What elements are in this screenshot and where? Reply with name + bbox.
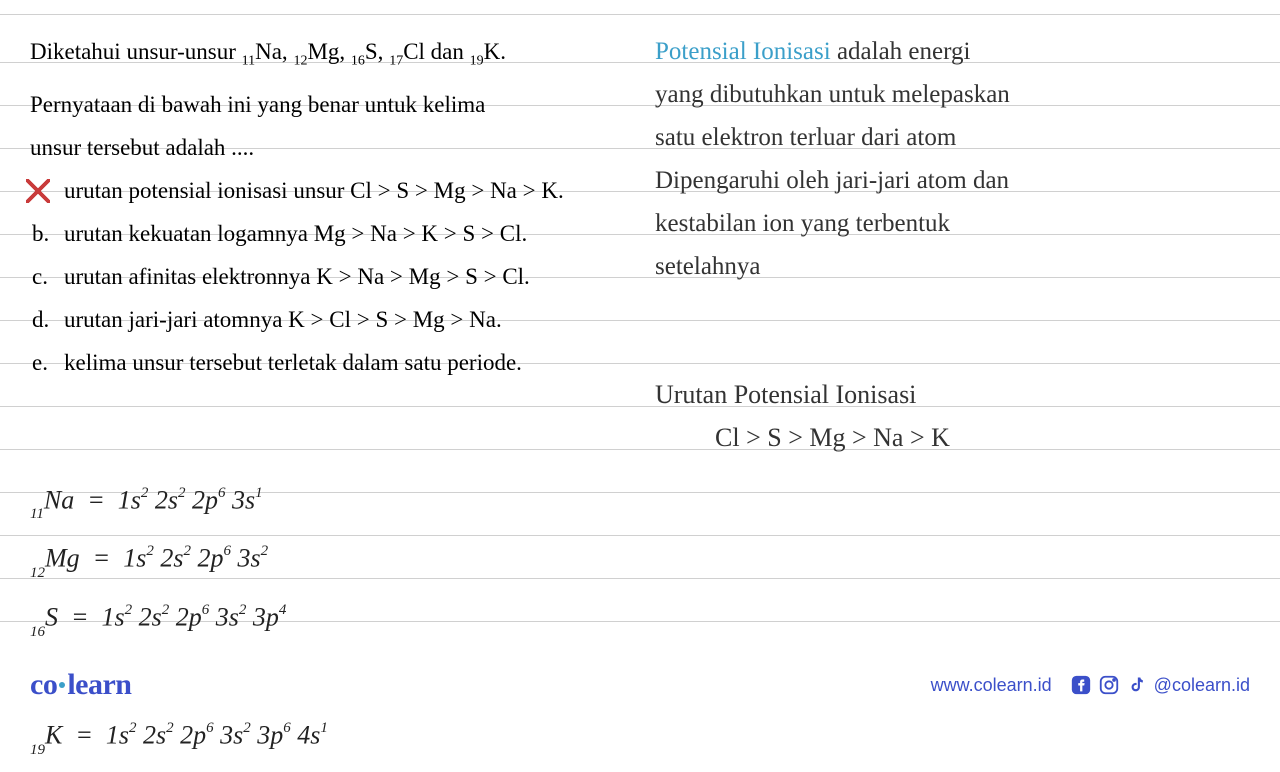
expl-line-3: satu elektron terluar dari atom [655,116,1250,159]
question-intro: Diketahui unsur-unsur 11Na, 12Mg, 16S, 1… [30,30,625,83]
option-label: b. [30,212,64,255]
logo-learn: learn [67,668,131,701]
footer: colearn www.colearn.id @colearn.id [0,650,1280,720]
expl-line-1: Potensial Ionisasi adalah energi [655,30,1250,73]
colearn-logo: colearn [30,668,131,702]
option-text: urutan jari-jari atomnya K > Cl > S > Mg… [64,298,502,341]
option-text: kelima unsur tersebut terletak dalam sat… [64,341,522,384]
config-row-mg: 12Mg = 1s2 2s2 2p6 3s2 [30,532,625,591]
explanation-block: Potensial Ionisasi adalah energi yang di… [655,30,1250,288]
option-d: d.urutan jari-jari atomnya K > Cl > S > … [30,298,625,341]
option-b: b.urutan kekuatan logamnya Mg > Na > K >… [30,212,625,255]
logo-dot [59,682,65,688]
config-row-na: 11Na = 1s2 2s2 2p6 3s1 [30,474,625,533]
option-label: d. [30,298,64,341]
tiktok-icon[interactable] [1126,674,1148,696]
conclusion-order: Cl > S > Mg > Na > K [655,416,1250,459]
option-a: urutan potensial ionisasi unsur Cl > S >… [30,169,625,212]
conclusion-block: Urutan Potensial Ionisasi Cl > S > Mg > … [655,373,1250,459]
social-handle[interactable]: @colearn.id [1154,675,1250,696]
option-label: c. [30,255,64,298]
expl-line-4: Dipengaruhi oleh jari-jari atom dan [655,159,1250,202]
option-text: urutan potensial ionisasi unsur Cl > S >… [64,169,564,212]
expl-line-6: setelahnya [655,245,1250,288]
option-e: e.kelima unsur tersebut terletak dalam s… [30,341,625,384]
option-text: urutan afinitas elektronnya K > Na > Mg … [64,255,530,298]
facebook-icon[interactable] [1070,674,1092,696]
option-label: e. [30,341,64,384]
conclusion-title: Urutan Potensial Ionisasi [655,373,1250,416]
electron-configs: 11Na = 1s2 2s2 2p6 3s112Mg = 1s2 2s2 2p6… [30,474,625,768]
social-icons: @colearn.id [1070,674,1250,696]
logo-co: co [30,668,57,701]
question-line3: unsur tersebut adalah .... [30,126,625,169]
instagram-icon[interactable] [1098,674,1120,696]
option-text: urutan kekuatan logamnya Mg > Na > K > S… [64,212,527,255]
option-c: c.urutan afinitas elektronnya K > Na > M… [30,255,625,298]
config-row-s: 16S = 1s2 2s2 2p6 3s2 3p4 [30,591,625,650]
footer-url[interactable]: www.colearn.id [931,675,1052,696]
question-line2: Pernyataan di bawah ini yang benar untuk… [30,83,625,126]
options-list: urutan potensial ionisasi unsur Cl > S >… [30,169,625,384]
expl-line-5: kestabilan ion yang terbentuk [655,202,1250,245]
expl-line-2: yang dibutuhkan untuk melepaskan [655,73,1250,116]
